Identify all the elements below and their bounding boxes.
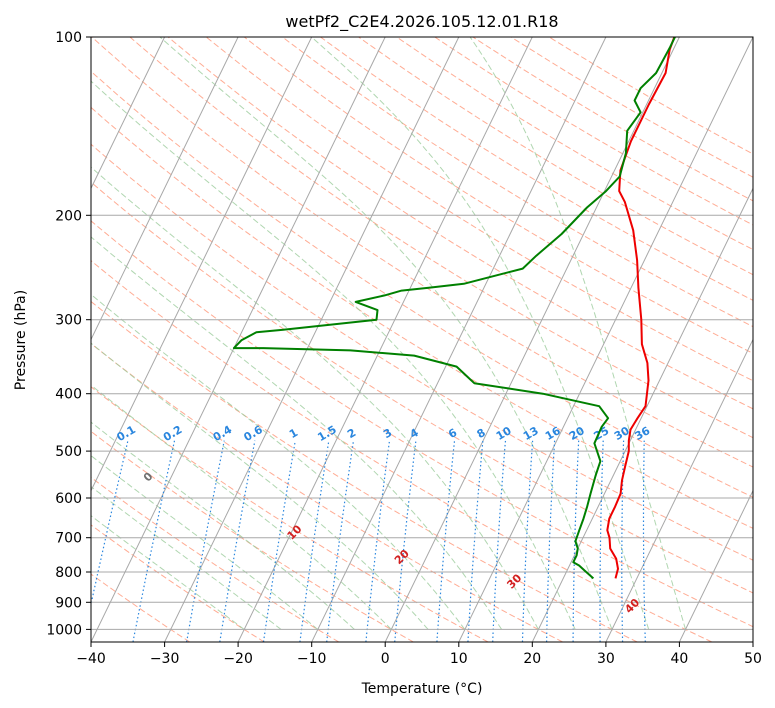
- dry-adiabat-line: [282, 37, 753, 328]
- x-tick-label: −40: [76, 651, 106, 667]
- x-tick-label: −10: [297, 651, 327, 667]
- mixing-ratio-line: [394, 440, 417, 642]
- isotherm-line: [91, 37, 166, 190]
- x-axis-title: Temperature (°C): [361, 681, 483, 697]
- mixing-ratio-line: [436, 440, 456, 642]
- moist-adiabat-line: [91, 384, 392, 630]
- mixing-ratio-line: [467, 440, 484, 642]
- mixing-ratio-line: [262, 440, 296, 642]
- isobar-gridlines: [91, 37, 753, 630]
- y-tick-label: 100: [55, 30, 82, 46]
- y-tick-label: 800: [55, 565, 82, 581]
- x-tick-label: 10: [450, 651, 468, 667]
- y-tick-label: 900: [55, 595, 82, 611]
- moist-adiabat-line: [91, 342, 429, 630]
- dry-adiabat-line: [129, 37, 753, 439]
- x-tick-label: −30: [150, 651, 180, 667]
- mixing-ratio-line: [132, 440, 176, 642]
- y-tick-label: 600: [55, 491, 82, 507]
- dry-adiabat-line: [91, 260, 713, 642]
- dry-adiabat-line: [91, 476, 340, 642]
- sounding-series: [232, 37, 676, 580]
- isotherm-line: [311, 37, 607, 642]
- mixing-ratio-line: [546, 440, 556, 642]
- x-tick-label: 0: [381, 651, 390, 667]
- mixing-ratio-line: [521, 440, 534, 642]
- x-tick-label: −20: [223, 651, 253, 667]
- mixing-ratio-line: [299, 440, 330, 642]
- y-tick-label: 300: [55, 313, 82, 329]
- moist-adiabat-line: [159, 37, 613, 630]
- plot-frame: [90, 36, 754, 643]
- isotherm-line: [164, 37, 460, 642]
- moist-adiabat-line: [91, 166, 539, 630]
- mixing-ratio-line: [621, 440, 625, 642]
- mixing-ratio-line: [642, 440, 646, 642]
- dry-adiabat-line: [91, 220, 753, 628]
- y-axis-title: Pressure (hPa): [13, 290, 29, 390]
- x-tick-label: 40: [670, 651, 688, 667]
- mixing-ratio-line: [365, 440, 391, 642]
- y-tick-label: 1000: [46, 622, 82, 638]
- isotherm-line: [458, 37, 753, 642]
- dry-adiabat-line: [91, 106, 753, 529]
- y-tick-label: 200: [55, 208, 82, 224]
- mixing-ratio-line: [492, 440, 507, 642]
- moist-adiabat-line: [91, 236, 503, 630]
- dry-adiabat-line: [91, 430, 414, 642]
- mixing-ratio-line: [599, 440, 604, 642]
- isotherm-line: [531, 187, 753, 642]
- mixing-ratio-line: [326, 440, 355, 642]
- y-tick-label: 400: [55, 387, 82, 403]
- y-tick-label: 500: [55, 444, 82, 460]
- chart-title: wetPf2_C2E4.2026.105.12.01.R18: [285, 12, 558, 32]
- x-tick-label: 20: [523, 651, 541, 667]
- axis-ticks: −40 −30 −20 −10 0 10 20 30 40 50 1000 900 800 700 600 5…: [46, 30, 762, 667]
- isotherm-line: [91, 37, 313, 492]
- mixing-ratio-line: [572, 440, 580, 642]
- dry-adiabat-line: [358, 37, 753, 276]
- isotherm-line: [237, 37, 533, 642]
- moist-adiabat-line: [91, 455, 319, 630]
- isotherm-line: [678, 489, 753, 642]
- dry-adiabat-line: [91, 143, 753, 561]
- moist-adiabat-line: [469, 37, 686, 630]
- dry-adiabat-line: [205, 37, 753, 382]
- isotherm-line: [91, 37, 386, 642]
- moist-adiabat-line: [91, 485, 282, 630]
- mixing-ratio-line: [219, 440, 256, 642]
- x-tick-label: 30: [597, 651, 615, 667]
- isotherm-line: [605, 338, 753, 642]
- dry-adiabat-line: [91, 300, 638, 642]
- y-tick-label: 700: [55, 531, 82, 547]
- x-tick-label: 50: [744, 651, 762, 667]
- moist-adiabat-line: [91, 80, 576, 630]
- dry-adiabat-line: [91, 573, 190, 642]
- isotherm-line: [384, 37, 680, 642]
- background-lines: [91, 37, 753, 642]
- dewpoint-profile-line: [232, 37, 676, 580]
- mixing-ratio-line: [186, 440, 225, 642]
- moist-adiabat-line: [91, 421, 355, 630]
- dry-adiabat-line: [91, 342, 563, 642]
- dry-adiabat-line: [91, 70, 753, 498]
